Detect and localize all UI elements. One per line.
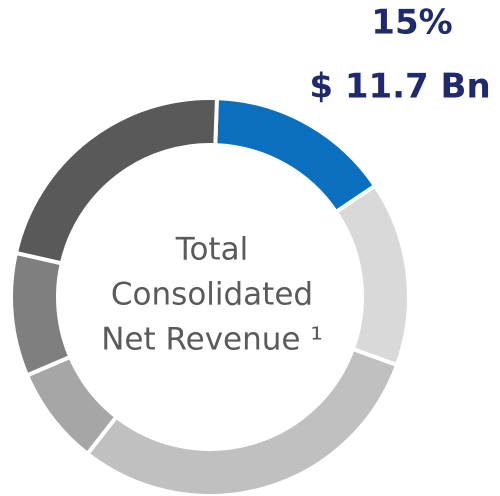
- value-label: 15%: [371, 3, 452, 43]
- donut-segment: [84, 346, 400, 496]
- donut-segment: [333, 182, 411, 368]
- donut-segment: [213, 96, 378, 215]
- center-label: Total: [175, 232, 248, 268]
- donut-segment: [13, 96, 220, 266]
- center-label: Net Revenue ¹: [101, 322, 323, 358]
- center-label: Consolidated: [111, 277, 313, 313]
- donut-segment: [9, 250, 73, 379]
- annotation: $ 11.7 Bn: [309, 67, 490, 107]
